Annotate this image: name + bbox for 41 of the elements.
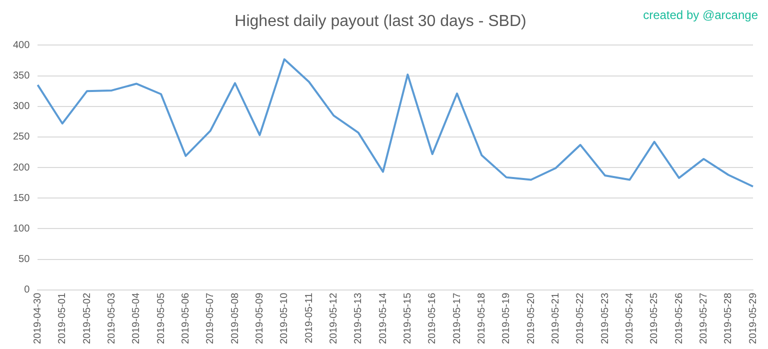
x-tick-label: 2019-05-23 xyxy=(600,292,611,344)
x-tick-label: 2019-05-08 xyxy=(230,292,241,344)
x-tick-label: 2019-05-07 xyxy=(205,292,216,344)
x-tick-label: 2019-05-25 xyxy=(649,292,660,344)
x-tick-label: 2019-05-03 xyxy=(106,292,118,344)
x-tick-label: 2019-05-28 xyxy=(723,292,734,344)
y-tick-label: 250 xyxy=(12,132,30,143)
y-tick-label: 400 xyxy=(12,40,30,51)
x-tick-label: 2019-05-11 xyxy=(304,292,315,344)
y-tick-label: 50 xyxy=(18,254,30,266)
x-tick-label: 2019-05-22 xyxy=(575,292,586,344)
y-tick-label: 350 xyxy=(12,70,30,82)
x-tick-label: 2019-05-05 xyxy=(156,292,167,344)
x-tick-label: 2019-05-17 xyxy=(452,292,463,344)
x-tick-label: 2019-05-20 xyxy=(526,292,537,344)
x-tick-label: 2019-04-30 xyxy=(32,292,44,344)
y-tick-label: 150 xyxy=(12,192,30,204)
x-tick-label: 2019-05-27 xyxy=(698,292,710,344)
y-tick-label: 200 xyxy=(12,162,30,174)
y-tick-label: 0 xyxy=(24,284,30,296)
x-tick-label: 2019-05-02 xyxy=(82,292,93,344)
y-tick-label: 300 xyxy=(12,101,30,112)
x-tick-label: 2019-05-10 xyxy=(279,292,290,344)
x-tick-label: 2019-05-01 xyxy=(57,292,68,344)
x-tick-label: 2019-05-18 xyxy=(476,292,488,344)
x-tick-label: 2019-05-12 xyxy=(328,292,340,344)
x-tick-label: 2019-05-14 xyxy=(378,292,389,344)
x-tick-label: 2019-05-16 xyxy=(427,292,438,344)
x-tick-label: 2019-05-29 xyxy=(748,292,759,344)
x-tick-label: 2019-05-06 xyxy=(180,292,192,344)
x-tick-label: 2019-05-19 xyxy=(501,292,512,344)
y-tick-label: 100 xyxy=(12,223,30,234)
x-tick-label: 2019-05-04 xyxy=(131,292,142,344)
text: created by @arcange xyxy=(643,8,758,22)
x-tick-label: 2019-05-26 xyxy=(674,292,685,344)
x-tick-label: 2019-05-21 xyxy=(550,292,562,344)
x-tick-label: 2019-05-15 xyxy=(402,292,414,344)
x-tick-label: 2019-05-24 xyxy=(624,292,636,344)
chart-title: Highest daily payout (last 30 days - SBD) xyxy=(234,13,526,30)
x-tick-label: 2019-05-13 xyxy=(353,292,364,344)
x-tick-label: 2019-05-09 xyxy=(254,292,266,344)
